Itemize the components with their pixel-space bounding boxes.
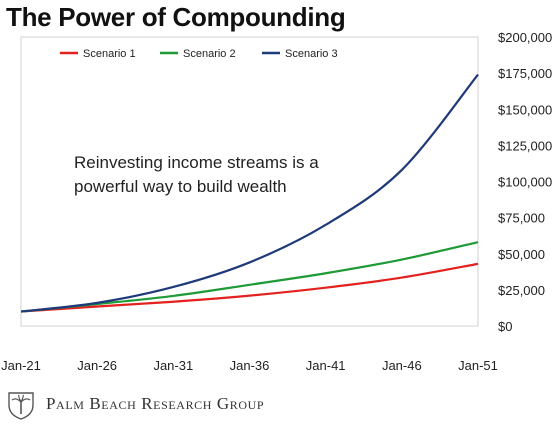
y-tick-label: $150,000 xyxy=(498,102,552,117)
y-tick-label: $175,000 xyxy=(498,66,552,81)
chart-title: The Power of Compounding xyxy=(6,2,346,32)
legend-label-scenario-2: Scenario 2 xyxy=(183,48,236,60)
legend: Scenario 1 Scenario 2 Scenario 3 xyxy=(60,48,338,60)
palm-tree-crest-icon xyxy=(8,392,34,420)
x-tick-label: Jan-26 xyxy=(77,358,117,373)
x-tick-label: Jan-31 xyxy=(153,358,193,373)
series-line-scenario-3 xyxy=(20,73,479,313)
x-tick-label: Jan-46 xyxy=(382,358,422,373)
y-tick-label: $100,000 xyxy=(498,175,552,190)
y-tick-label: $125,000 xyxy=(498,138,552,153)
series-layer xyxy=(20,73,479,313)
y-tick-label: $200,000 xyxy=(498,30,552,45)
x-tick-label: Jan-21 xyxy=(1,358,41,373)
plot-area xyxy=(20,36,479,327)
series-line-scenario-1 xyxy=(20,262,479,313)
x-tick-label: Jan-51 xyxy=(458,358,498,373)
y-tick-label: $25,000 xyxy=(498,283,545,298)
x-tick-label: Jan-36 xyxy=(230,358,270,373)
y-tick-label: $50,000 xyxy=(498,247,545,262)
y-tick-label: $75,000 xyxy=(498,211,545,226)
legend-label-scenario-1: Scenario 1 xyxy=(83,48,136,60)
x-axis: Jan-21 Jan-26 Jan-31 Jan-36 Jan-41 Jan-46 Jan-… xyxy=(1,358,498,373)
footer-brand: Palm Beach Research Group xyxy=(4,386,264,422)
y-tick-label: $0 xyxy=(498,319,512,334)
series-line-scenario-2 xyxy=(20,241,479,313)
y-axis: $0 $25,000 $50,000 $75,000 $100,000 $125,000 $… xyxy=(498,30,552,334)
legend-label-scenario-3: Scenario 3 xyxy=(285,48,338,60)
x-tick-label: Jan-41 xyxy=(306,358,346,373)
brand-name: Palm Beach Research Group xyxy=(46,394,265,413)
chart-annotation: Reinvesting income streams is a powerful… xyxy=(74,153,323,196)
